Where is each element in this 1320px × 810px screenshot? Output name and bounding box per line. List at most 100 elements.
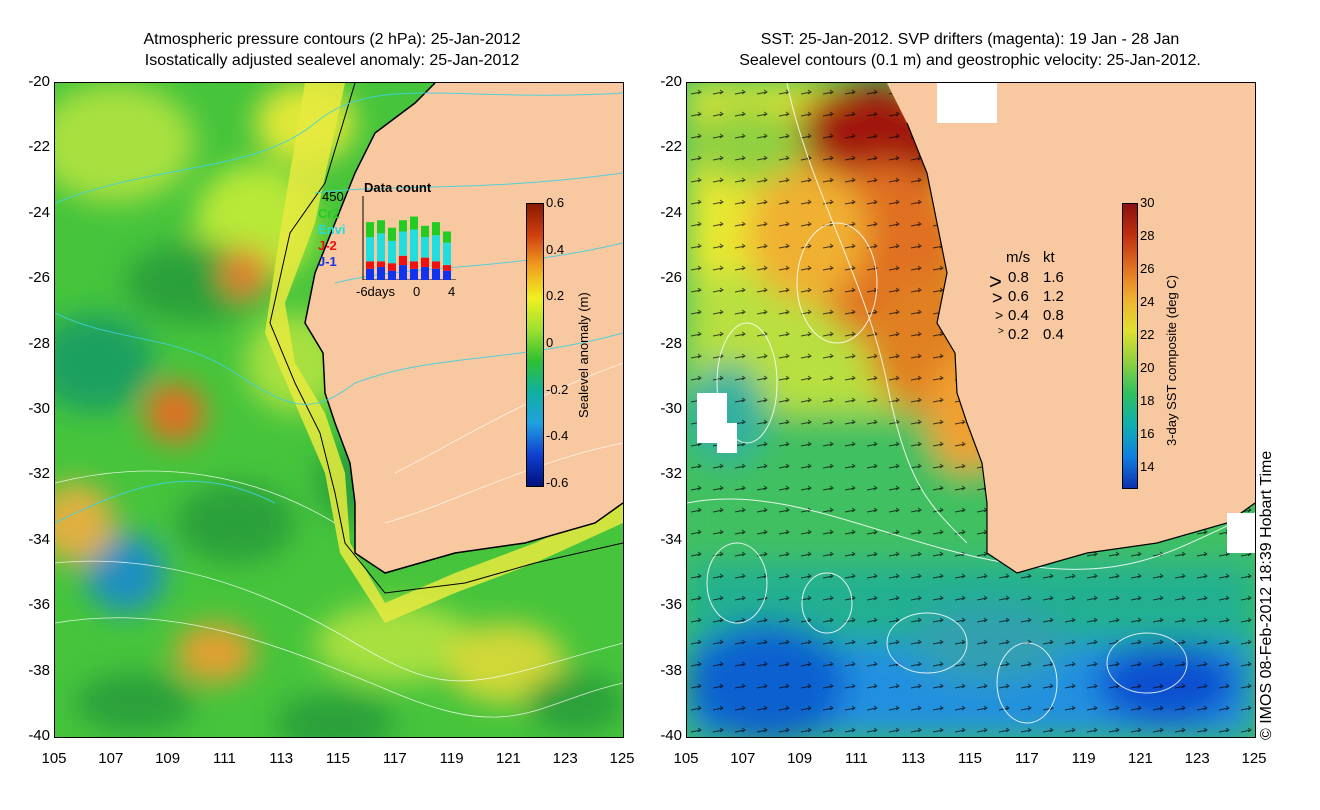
left-lat-tick: -34 [28, 530, 50, 548]
velocity-arrow-icon: > [992, 288, 1003, 308]
right-lon-tick: 125 [1241, 750, 1267, 767]
data-count-bar-j-1 [410, 268, 418, 280]
data-count-bar-cr2 [410, 216, 418, 230]
sst-svg [687, 83, 1255, 737]
data-count-bar-envi [443, 242, 451, 266]
sst-colorbar-tick: 20 [1140, 360, 1155, 375]
sst-colorbar-tick: 28 [1140, 228, 1155, 243]
data-count-bar-j-1 [388, 270, 396, 280]
sealevel-colorbar-tick: 0.4 [546, 241, 565, 257]
velocity-legend-ms: 0.6 [1008, 288, 1029, 305]
data-count-bar-j-1 [366, 268, 374, 280]
right-lat-tick: -24 [660, 203, 682, 221]
velocity-arrow-icon: > [995, 307, 1004, 323]
sealevel-colorbar-tick: 0.6 [546, 195, 565, 210]
right-lat-tick: -20 [660, 73, 682, 90]
sealevel-anomaly-svg [55, 83, 623, 737]
data-count-bar-cr2 [443, 231, 451, 243]
velocity-arrow-icon: > [989, 269, 1002, 294]
sst-colorbar-tick: 22 [1140, 327, 1155, 342]
data-count-bar-j-1 [399, 265, 407, 280]
left-lat-tick: -26 [28, 269, 50, 287]
sealevel-colorbar-tick: 0 [546, 335, 554, 350]
data-count-bar-j-2 [388, 263, 396, 271]
data-count-bar-cr2 [432, 222, 440, 236]
data-count-bar-j-2 [432, 261, 440, 269]
velocity-legend-ms: 0.2 [1008, 326, 1029, 343]
data-count-xlabel-right: 4 [448, 284, 456, 299]
left-lat-tick: -40 [28, 727, 50, 744]
data-count-bar-j-1 [432, 268, 440, 280]
left-lat-tick: -24 [28, 203, 50, 221]
velocity-legend-header-ms: m/s [1006, 249, 1031, 266]
velocity-arrow-icon: > [998, 326, 1004, 337]
data-count-bar-envi [399, 231, 407, 256]
data-count-axis [362, 196, 456, 280]
left-lon-tick: 107 [98, 750, 124, 767]
data-count-bar-envi [366, 237, 374, 262]
left-lon-tick: 117 [382, 750, 407, 767]
legend-envi: Envi [318, 222, 346, 237]
velocity-legend-header-kt: kt [1043, 249, 1055, 266]
sealevel-colorbar-label: Sealevel anomaly (m) [576, 292, 591, 418]
data-count-xlabel-mid: 0 [413, 284, 421, 299]
data-count-bar-j-2 [410, 261, 418, 269]
sst-colorbar-tick: 16 [1140, 426, 1155, 441]
right-lat-tick: -40 [660, 727, 682, 744]
left-title-line1: Atmospheric pressure contours (2 hPa): 2… [143, 31, 521, 48]
velocity-legend-kt: 0.8 [1043, 307, 1064, 324]
legend-j1: J-1 [318, 254, 337, 269]
data-count-bar-j-2 [443, 265, 451, 271]
data-count-chart [362, 196, 456, 280]
right-lon-tick: 107 [730, 750, 756, 767]
data-count-bar-j-2 [377, 261, 385, 267]
data-count-bar-cr2 [388, 227, 396, 241]
data-count-bar-j-2 [366, 261, 374, 269]
right-lat-tick: -26 [660, 269, 682, 287]
sst-colorbar-label: 3-day SST composite (deg C) [1164, 275, 1179, 446]
sealevel-colorbar-tick: -0.2 [546, 381, 569, 397]
left-lat-tick: -36 [28, 596, 50, 614]
data-count-bar-envi [410, 229, 418, 262]
velocity-legend-ms: 0.4 [1008, 307, 1029, 324]
velocity-legend-kt: 1.6 [1043, 269, 1064, 286]
sst-colorbar-tick: 30 [1140, 195, 1155, 210]
sst-colorbar-tick: 26 [1140, 261, 1155, 276]
velocity-legend-kt: 0.4 [1043, 326, 1064, 343]
data-count-bar-j-2 [421, 257, 429, 267]
data-count-bar-cr2 [421, 225, 429, 238]
left-title-line2: Isostatically adjusted sealevel anomaly:… [144, 52, 520, 69]
left-lon-tick: 119 [439, 750, 464, 767]
legend-j2: J-2 [318, 238, 337, 253]
data-count-bar-envi [388, 240, 396, 264]
data-count-bar-j-2 [399, 255, 407, 266]
right-lat-tick: -32 [660, 465, 682, 483]
right-lon-tick: 111 [844, 750, 868, 767]
sst-colorbar-tick: 18 [1140, 393, 1155, 408]
data-count-bar-cr2 [366, 222, 374, 238]
right-lon-tick: 123 [1184, 750, 1210, 767]
right-lon-tick: 117 [1014, 750, 1039, 767]
left-lat-tick: -22 [28, 138, 50, 156]
data-count-bar-cr2 [377, 220, 385, 234]
right-lon-tick: 119 [1071, 750, 1096, 767]
data-count-bar-j-1 [421, 266, 429, 280]
data-count-bar-envi [432, 235, 440, 262]
right-lon-tick: 115 [958, 750, 982, 767]
right-title-line2: Sealevel contours (0.1 m) and geostrophi… [739, 52, 1201, 69]
sealevel-colorbar-tick: -0.4 [546, 428, 569, 444]
right-lat-tick: -38 [660, 661, 682, 679]
copyright-text: © IMOS 08-Feb-2012 18:39 Hobart Time [1258, 450, 1275, 740]
left-lon-tick: 111 [212, 750, 236, 767]
velocity-legend-ms: 0.8 [1008, 269, 1029, 286]
right-lat-tick: -28 [660, 334, 682, 352]
right-lat-tick: -30 [660, 400, 682, 417]
left-lon-tick: 105 [41, 750, 67, 767]
left-lat-tick: -38 [28, 661, 50, 679]
left-lon-tick: 125 [609, 750, 635, 767]
left-lon-tick: 109 [155, 750, 181, 767]
data-count-max: 450 [322, 189, 344, 204]
data-count-bar-j-1 [377, 266, 385, 280]
left-lon-tick: 113 [269, 750, 294, 767]
sst-colorbar [1122, 203, 1138, 489]
